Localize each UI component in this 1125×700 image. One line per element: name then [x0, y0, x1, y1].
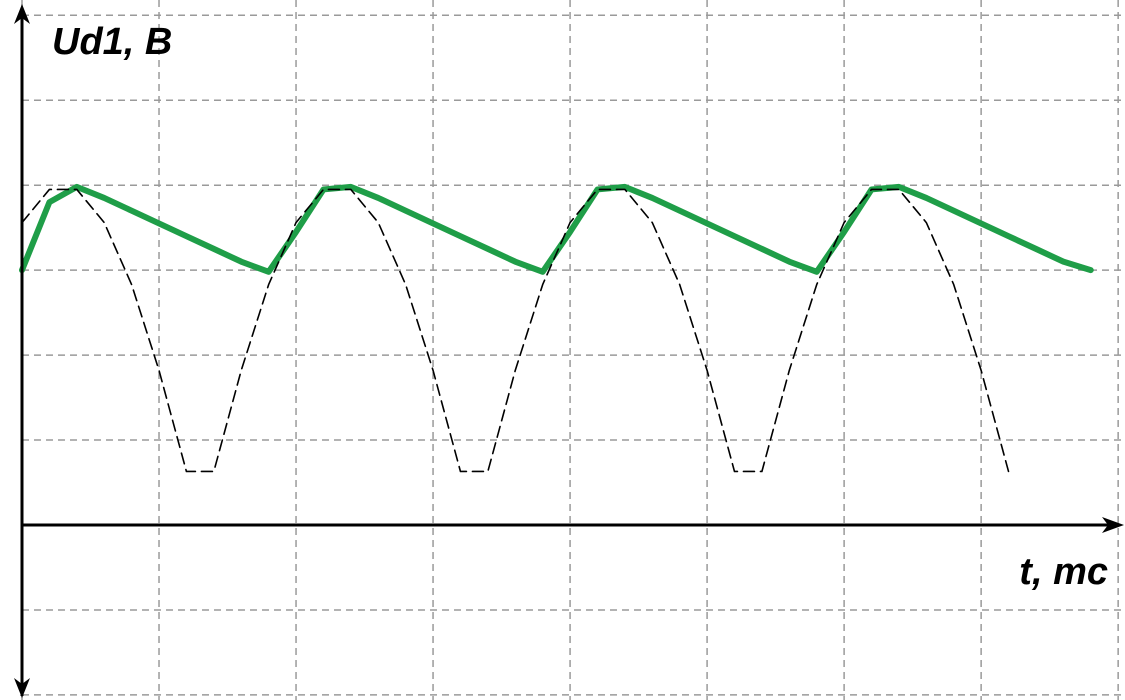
dashed-curve	[21, 188, 1010, 473]
y-arrow-bottom	[14, 678, 30, 698]
x-arrow	[1102, 517, 1124, 533]
voltage-curve	[19, 183, 1094, 275]
curves	[19, 183, 1094, 473]
x-axis-label: t, mc	[1019, 551, 1108, 593]
y-axis-label: Ud1, B	[52, 21, 172, 63]
y-arrow-top	[14, 4, 30, 24]
grid	[21, 0, 1125, 700]
axes	[14, 4, 1124, 698]
